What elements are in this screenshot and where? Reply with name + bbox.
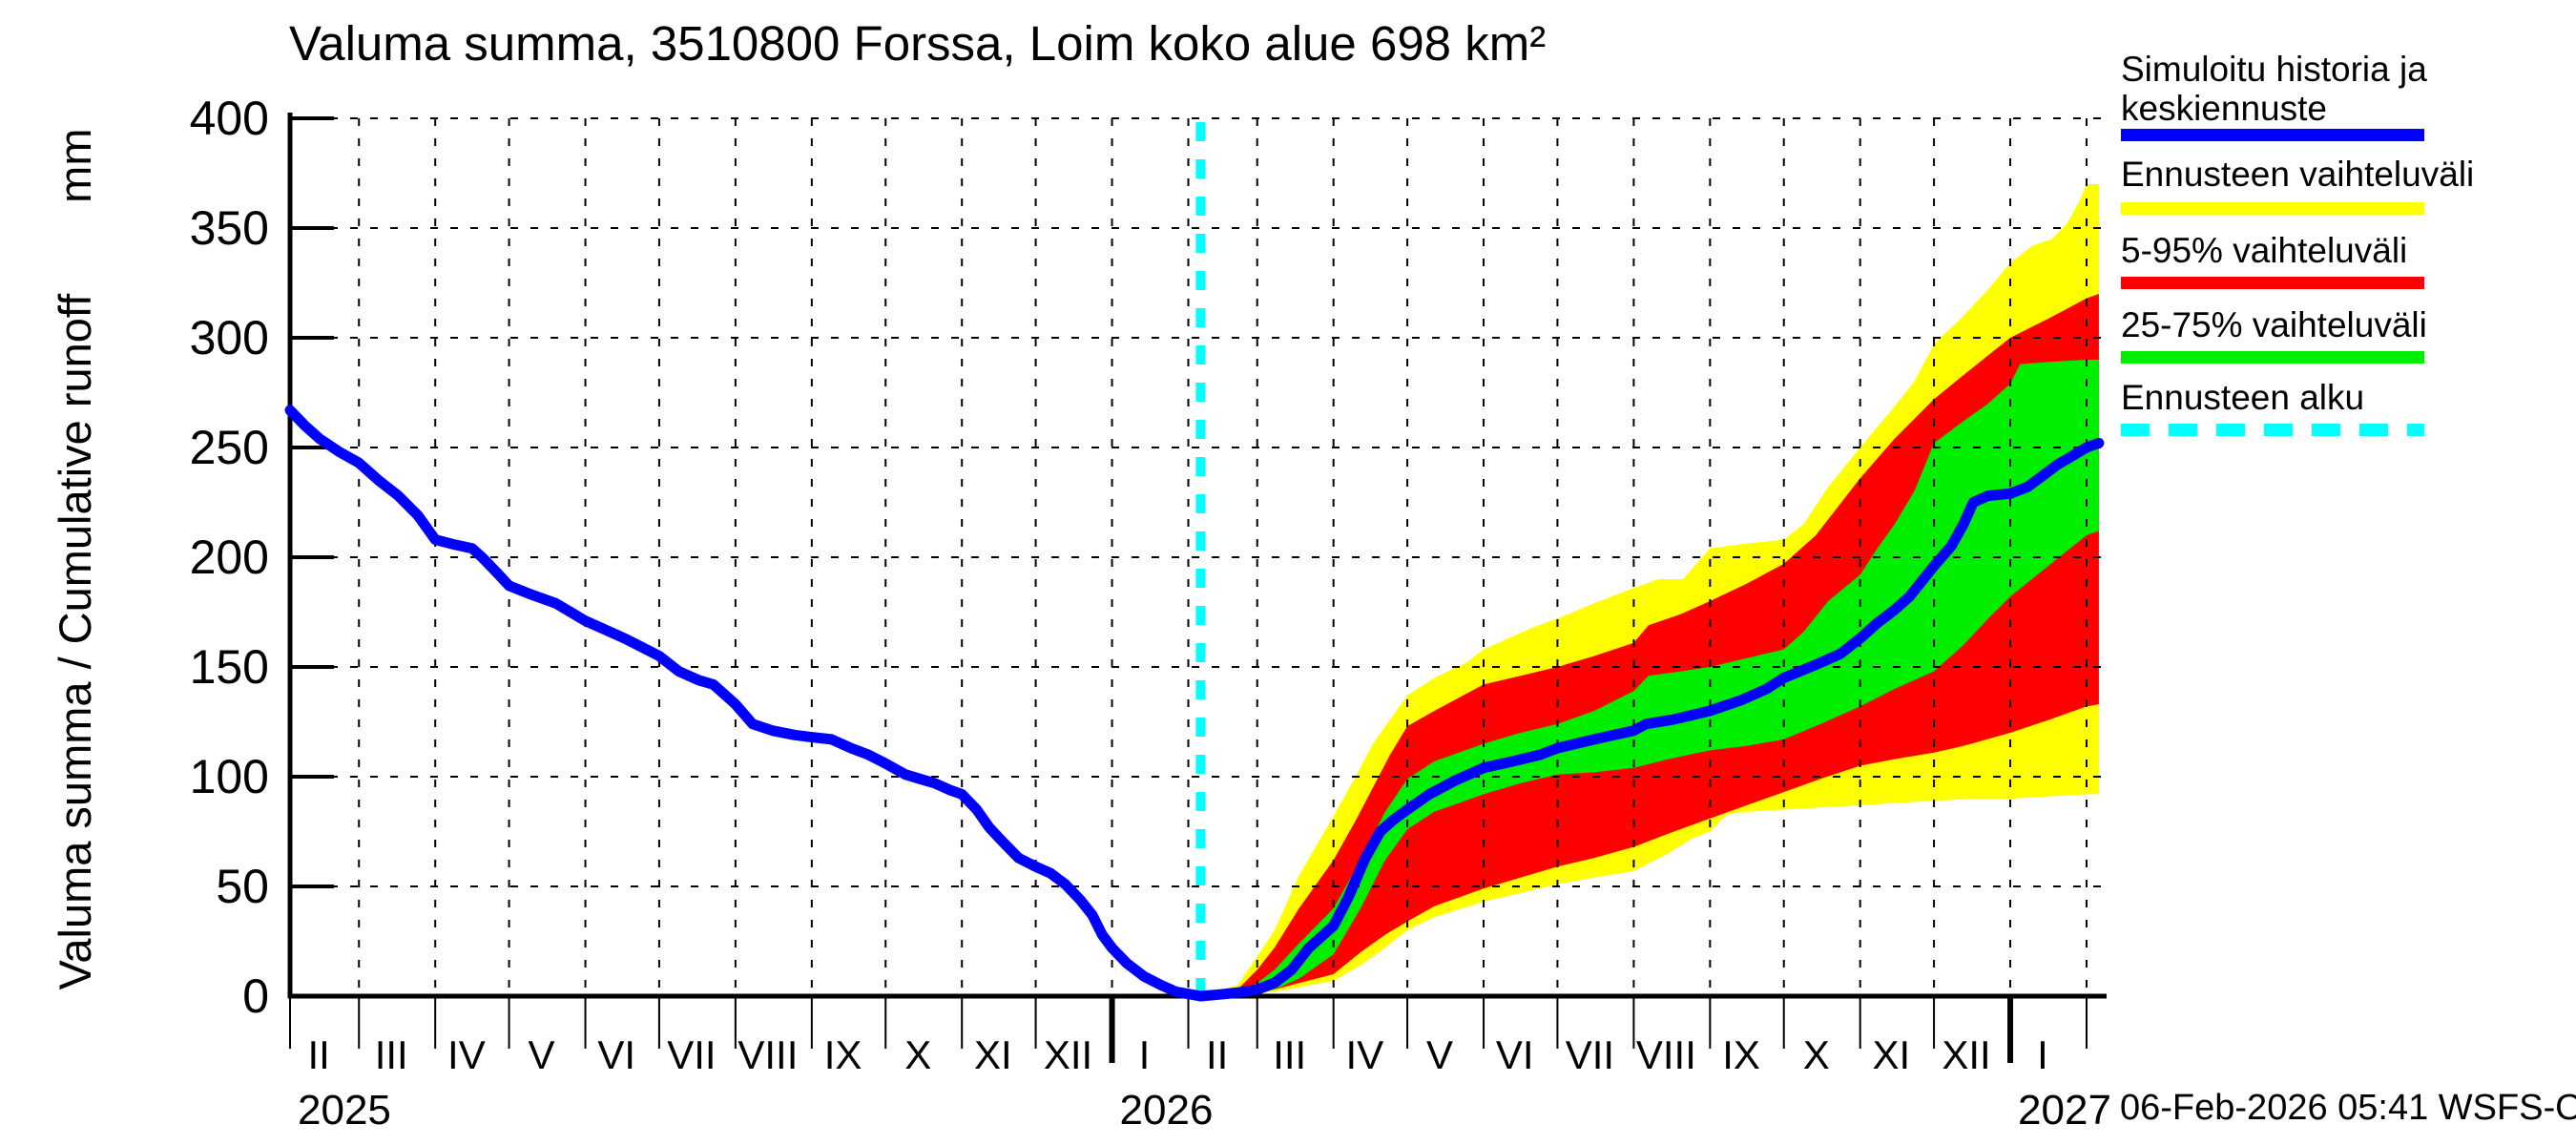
x-month-label: XI: [974, 1032, 1012, 1077]
x-month-label: XI: [1873, 1032, 1911, 1077]
y-tick-label-150: 150: [190, 640, 269, 694]
x-month-label: VIII: [737, 1032, 798, 1077]
x-month-label: VII: [1566, 1032, 1614, 1077]
y-tick-label-200: 200: [190, 531, 269, 584]
x-month-label: V: [1426, 1032, 1453, 1077]
timestamp-label: 06-Feb-2026 05:41 WSFS-O: [2120, 1088, 2576, 1128]
x-month-label: VI: [597, 1032, 635, 1077]
legend-label-3: 25-75% vaihteluväli: [2121, 305, 2427, 344]
chart-title: Valuma summa, 3510800 Forssa, Loim koko …: [289, 16, 1547, 71]
x-month-label: III: [375, 1032, 408, 1077]
x-month-label: IV: [1346, 1032, 1384, 1077]
legend-swatch-3: [2121, 351, 2424, 364]
history_median-line: [284, 405, 1206, 1002]
forecast_median-line: [1195, 437, 2105, 1002]
x-month-label: I: [2037, 1032, 2048, 1077]
legend-label-1: Ennusteen vaihteluväli: [2121, 155, 2475, 194]
y-tick-label-400: 400: [190, 92, 269, 145]
legend-label-0: Simuloitu historia ja keskiennuste: [2121, 50, 2427, 128]
x-month-label: IX: [824, 1032, 862, 1077]
x-month-label: IV: [447, 1032, 486, 1077]
x-month-label: IX: [1722, 1032, 1760, 1077]
y-axis-label: Valuma summa / Cumulative runoff mm: [46, 105, 103, 1013]
y-axis-unit: mm: [49, 128, 100, 203]
x-month-label: V: [529, 1032, 555, 1077]
x-year-label-2027: 2027: [2018, 1087, 2111, 1134]
x-month-label: X: [904, 1032, 931, 1077]
y-axis-label-text: Valuma summa / Cumulative runoff: [49, 293, 100, 990]
legend-swatch-0: [2121, 129, 2424, 141]
legend-swatch-1: [2121, 202, 2424, 215]
x-month-label: III: [1273, 1032, 1306, 1077]
y-tick-label-100: 100: [190, 750, 269, 803]
y-tick-label-50: 50: [216, 860, 269, 913]
x-month-label: II: [1206, 1032, 1228, 1077]
legend-swatch-4: [2121, 424, 2424, 436]
x-month-label: VIII: [1636, 1032, 1696, 1077]
x-month-label: I: [1139, 1032, 1151, 1077]
y-tick-label-300: 300: [190, 311, 269, 364]
legend-label-2: 5-95% vaihteluväli: [2121, 231, 2408, 270]
legend-swatch-2: [2121, 277, 2424, 289]
x-year-label-2026: 2026: [1120, 1087, 1214, 1134]
y-tick-label-250: 250: [190, 421, 269, 474]
x-month-label: VII: [667, 1032, 716, 1077]
y-tick-label-0: 0: [242, 969, 269, 1023]
legend-label-4: Ennusteen alku: [2121, 378, 2365, 417]
x-month-label: XII: [1044, 1032, 1092, 1077]
x-month-label: X: [1803, 1032, 1830, 1077]
y-tick-label-350: 350: [190, 201, 269, 255]
x-month-label: II: [307, 1032, 329, 1077]
x-month-label: XII: [1942, 1032, 1990, 1077]
x-month-label: VI: [1496, 1032, 1534, 1077]
x-year-label-2025: 2025: [298, 1087, 391, 1134]
band_5_95-band: [1200, 294, 2099, 996]
band_25_75-band: [1200, 360, 2099, 996]
